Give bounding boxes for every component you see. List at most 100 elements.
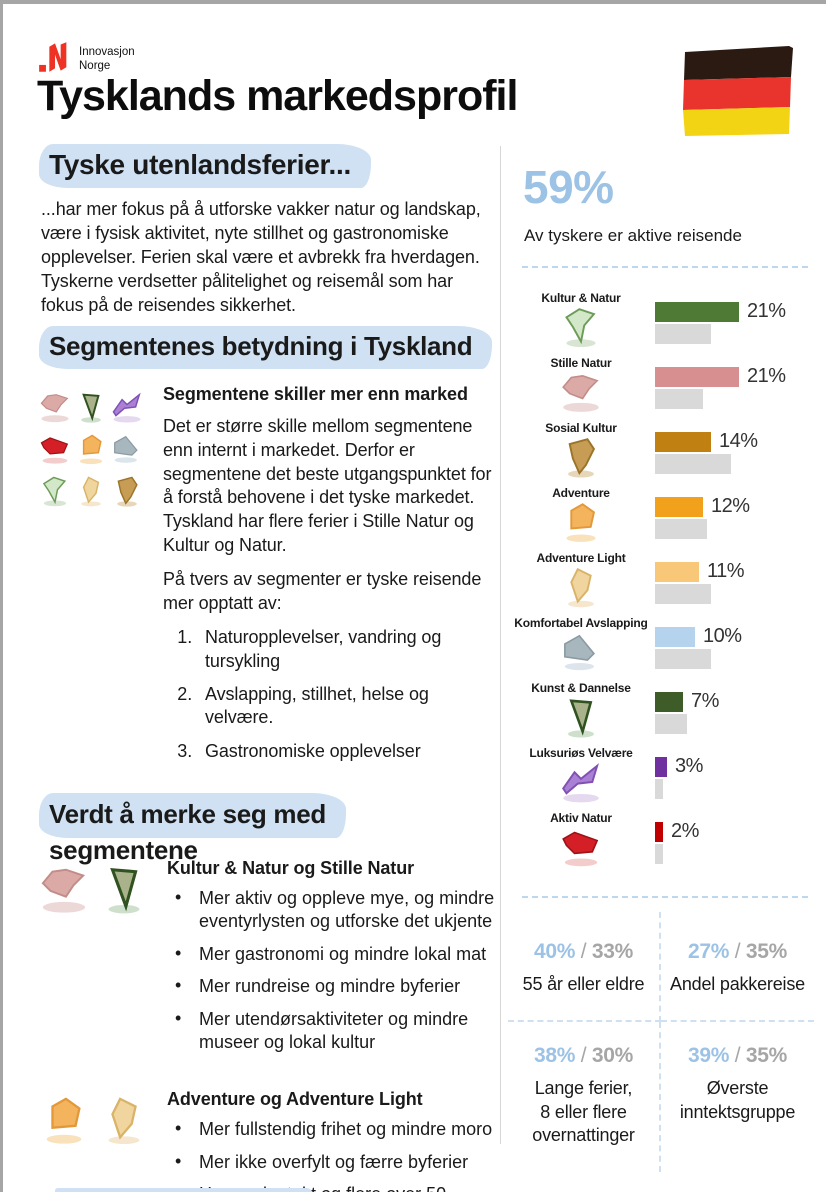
list-item: Mer aktiv og oppleve mye, og mindre even… [167,886,501,934]
key-stats-grid: 40% / 33% 55 år eller eldre 27% / 35% An… [508,912,814,1172]
innovasjon-norge-logo-icon [39,42,67,72]
aktiv-natur-icon [559,826,603,873]
subsection-icons [39,858,157,1063]
comparison-bar [655,649,711,669]
list-item: Naturopplevelser, vandring og tursykling [197,626,501,673]
chart-segment: Sosial Kultur [507,421,655,486]
stat-values: 27% / 35% [667,940,808,964]
chart-bars: 2% [655,811,819,876]
kultur-natur-icon [559,306,603,353]
segment-icon [99,1093,149,1192]
intro-paragraph: ...har mer fokus på å utforske vakker na… [41,199,481,315]
chart-segment: Adventure [507,486,655,551]
list-item: Mer gastronomi og mindre lokal mat [167,942,501,966]
sosial-kultur-icon [559,436,603,483]
stat-package-travel: 27% / 35% Andel pakkereise [661,912,814,1023]
chart-row: Kultur & Natur 21% [507,291,819,356]
stat-primary: 39% [688,1044,730,1068]
segment-value-label: 3% [675,755,703,777]
chart-bars: 11% [655,551,819,616]
comparison-bar [655,584,711,604]
list-item: Mer utendørsaktiviteter og mindre museer… [167,1007,501,1055]
segment-value-bar [655,821,663,842]
segment-icon [39,1093,89,1192]
segment-value-bar [655,431,711,452]
chart-segment: Adventure Light [507,551,655,616]
stat-label: 55 år eller eldre [522,974,645,994]
heading-verdt-line1: Verdt å merke seg med [39,793,346,838]
heading-verdt-line2: segmentene [49,834,198,865]
subsection-title: Adventure og Adventure Light [167,1089,423,1110]
segment-bar-chart: Kultur & Natur 21% Stille Natur 21% Sosial K… [507,291,819,876]
comparison-bar [655,389,703,409]
luksurios-velvaere-icon [559,761,603,808]
segment-value-label: 21% [747,300,786,322]
comparison-bar [655,324,711,344]
list-item: Gastronomiske opplevelser [197,740,501,763]
chart-row: Aktiv Natur 2% [507,811,819,876]
chart-segment: Kunst & Dannelse [507,681,655,746]
chart-row: Kunst & Dannelse 7% [507,681,819,746]
sosial-kultur-icon [111,473,145,513]
comparison-bar [655,844,663,864]
segment-section-text: Segmentene skiller mer enn marked Det er… [163,383,501,773]
segment-icon-grid [39,383,151,773]
stat-55-or-older: 40% / 33% 55 år eller eldre [508,912,661,1023]
segment-value-bar [655,561,699,582]
germany-flag-icon [683,46,793,136]
subsection-adventure: Adventure og Adventure Light Mer fullste… [39,1089,501,1192]
heading-verdt-a-merke: Verdt å merke seg med segmentene [39,793,501,866]
innovasjon-norge-logo: Innovasjon Norge [39,40,135,74]
segment-value-label: 10% [703,625,742,647]
chart-row: Komfortabel Avslapping 10% [507,616,819,681]
segment-value-bar [655,366,739,387]
subsection-text: Adventure og Adventure Light Mer fullste… [167,1089,501,1192]
stat-secondary: 33% [591,940,633,963]
stat-slash: / [580,940,587,963]
chart-row: Adventure Light 11% [507,551,819,616]
stat-label: Andel pakkereise [670,974,805,994]
stille-natur-icon [559,371,603,418]
segment-label: Sosial Kultur [545,421,617,435]
stat-secondary: 35% [745,940,787,963]
segment-value-label: 12% [711,495,750,517]
chart-segment: Luksuriøs Velvære [507,746,655,811]
chart-row: Stille Natur 21% [507,356,819,421]
subsection-title: Kultur & Natur og Stille Natur [167,858,415,879]
dashed-divider [522,896,808,898]
list-item: Mer ikke overfylt og færre byferier [167,1150,501,1174]
dashed-divider [522,266,808,268]
segment-label: Kultur & Natur [541,291,621,305]
chart-bars: 10% [655,616,819,681]
stat-label: Lange ferier, 8 eller flere overnattinge… [532,1078,635,1146]
segment-section-para1: Det er større skille mellom segmentene e… [163,415,492,556]
segment-label: Luksuriøs Velvære [529,746,633,760]
stat-values: 40% / 33% [514,940,653,964]
subsection-text: Kultur & Natur og Stille Natur Mer aktiv… [167,858,501,1063]
aktiv-natur-icon [39,431,73,471]
comparison-bar [655,779,663,799]
traveller-priorities-list: Naturopplevelser, vandring og tursykling… [167,626,501,763]
stat-slash: / [734,1044,741,1068]
segment-value-bar [655,626,695,647]
stat-values: 39% / 35% [667,1044,808,1068]
stat-secondary: 30% [591,1044,633,1068]
comparison-bar [655,454,731,474]
segment-value-bar [655,301,739,322]
kunst-dannelse-icon [75,389,109,429]
page-title: Tysklands markedsprofil [37,72,518,120]
adventure-icon [75,431,109,471]
chart-bars: 14% [655,421,819,486]
big-stat-value: 59% [523,161,614,213]
segment-value-bar [655,496,703,517]
subsection-kultur-natur-stille-natur: Kultur & Natur og Stille Natur Mer aktiv… [39,858,501,1063]
segment-value-label: 7% [691,690,719,712]
kunst-dannelse-icon [559,696,603,743]
segment-section-title: Segmentene skiller mer enn marked [163,383,468,404]
stat-primary: 38% [534,1044,576,1068]
stat-label: Øverste inntektsgruppe [679,1078,796,1122]
adventure-light-icon [75,473,109,513]
chart-bars: 7% [655,681,819,746]
segment-label: Adventure Light [536,551,626,565]
